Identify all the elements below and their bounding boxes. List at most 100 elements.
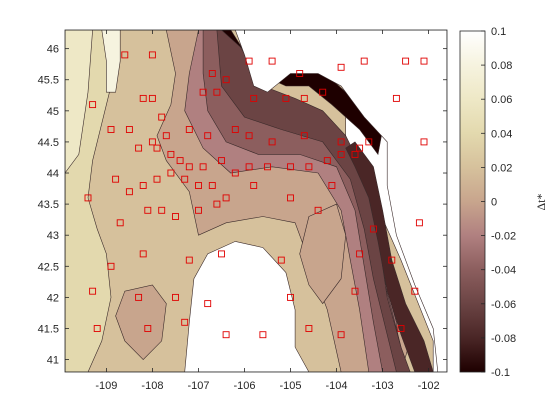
station-marker — [259, 331, 267, 339]
station-marker — [107, 126, 115, 133]
station-marker — [121, 51, 129, 59]
station-marker — [195, 182, 202, 189]
y-tick-label: 41 — [47, 355, 59, 367]
station-marker — [365, 138, 373, 146]
station-marker — [181, 175, 189, 183]
contour-region-lower-pink-patch — [115, 284, 167, 361]
station-marker — [245, 132, 253, 140]
station-marker — [351, 287, 359, 295]
y-tick-label: 45.5 — [38, 75, 59, 87]
x-tick-label: -106 — [233, 380, 255, 392]
y-tick-label: 41.5 — [38, 323, 59, 335]
station-marker — [323, 157, 331, 165]
x-tick-label: -103 — [372, 380, 394, 392]
station-markers — [84, 51, 428, 339]
x-tick-label: -108 — [141, 380, 163, 392]
station-marker — [287, 293, 294, 301]
x-tick-label: -105 — [280, 380, 302, 392]
y-tick-label: 43.5 — [38, 199, 59, 211]
station-marker — [218, 250, 225, 258]
station-marker — [144, 325, 152, 332]
station-marker — [351, 150, 359, 158]
station-marker — [402, 57, 410, 65]
station-marker — [411, 287, 419, 295]
station-marker — [245, 57, 253, 65]
colorbar-tick-label: 0.1 — [491, 26, 506, 38]
station-marker — [282, 94, 290, 102]
station-marker — [89, 101, 97, 109]
station-marker — [139, 250, 147, 258]
y-tick-label: 45 — [47, 106, 59, 118]
station-marker — [420, 57, 428, 65]
station-marker — [218, 157, 225, 165]
station-marker — [89, 287, 97, 295]
x-tick-label: -109 — [95, 380, 117, 392]
contour-region-east-pink-patch — [299, 203, 347, 305]
station-marker — [268, 138, 276, 146]
station-marker — [208, 182, 216, 189]
station-marker — [204, 132, 212, 140]
station-marker — [392, 94, 400, 102]
station-marker — [268, 57, 276, 65]
station-marker — [125, 126, 133, 133]
colorbar-tick-label: -0.1 — [491, 367, 510, 379]
station-marker — [328, 182, 336, 189]
station-marker — [314, 206, 322, 214]
station-marker — [360, 57, 368, 65]
station-marker — [213, 200, 221, 208]
colorbar-tick-label: 0.04 — [491, 128, 512, 140]
station-marker — [112, 175, 120, 183]
station-marker — [167, 169, 175, 177]
station-marker — [222, 331, 230, 339]
plot-area: -109 -108 -107 -106 -105 -104 -103 -102 4141.54… — [38, 29, 448, 392]
station-marker — [420, 138, 428, 146]
station-marker — [195, 206, 202, 214]
station-marker — [125, 188, 133, 196]
colorbar-tick-label: 0.02 — [491, 162, 512, 174]
station-marker — [185, 256, 193, 264]
colorbar: 0.1 0.08 0.06 0.04 0.02 0 -0.02 -0.04 -0.06 -0.08… — [459, 26, 548, 379]
station-marker — [213, 88, 221, 96]
x-tick-label: -104 — [326, 380, 348, 392]
contour-regions — [65, 30, 447, 372]
station-marker — [153, 175, 161, 183]
colorbar-tick-label: -0.08 — [491, 333, 516, 345]
station-marker — [305, 325, 313, 332]
contour-region-northwest-strip — [101, 30, 121, 93]
station-marker — [337, 63, 345, 71]
station-marker — [158, 113, 166, 121]
station-marker — [167, 150, 175, 158]
station-marker — [264, 163, 271, 171]
y-tick-label: 42.5 — [38, 261, 59, 273]
station-marker — [356, 250, 364, 258]
station-marker — [135, 293, 143, 301]
colorbar-label: Δt* — [534, 193, 548, 210]
colorbar-tick-label: 0.08 — [491, 60, 512, 72]
station-marker — [93, 325, 101, 332]
station-marker — [162, 132, 170, 140]
colorbar-ticks: 0.1 0.08 0.06 0.04 0.02 0 -0.02 -0.04 -0.06 -0.08… — [481, 26, 516, 379]
station-marker — [250, 182, 258, 189]
colorbar-tick-label: 0 — [491, 197, 497, 209]
y-tick-label: 44.5 — [38, 137, 59, 149]
no-data-region-southern-white-dome — [184, 241, 310, 372]
station-marker — [148, 51, 156, 59]
station-marker — [277, 256, 285, 264]
station-marker — [397, 325, 405, 332]
colorbar-gradient — [460, 31, 485, 372]
station-marker — [172, 213, 179, 220]
station-marker — [222, 76, 230, 84]
y-tick-label: 46 — [47, 44, 59, 56]
station-marker — [153, 144, 161, 152]
station-marker — [181, 318, 189, 326]
station-marker — [139, 94, 147, 102]
station-marker — [204, 300, 212, 308]
station-marker — [287, 194, 294, 202]
station-marker — [185, 163, 193, 171]
station-marker — [139, 182, 147, 189]
station-marker — [356, 144, 364, 152]
x-tick-label: -107 — [187, 380, 209, 392]
x-axis: -109 -108 -107 -106 -105 -104 -103 -102 — [95, 30, 440, 392]
station-marker — [135, 144, 143, 152]
colorbar-tick-label: -0.02 — [491, 231, 516, 243]
